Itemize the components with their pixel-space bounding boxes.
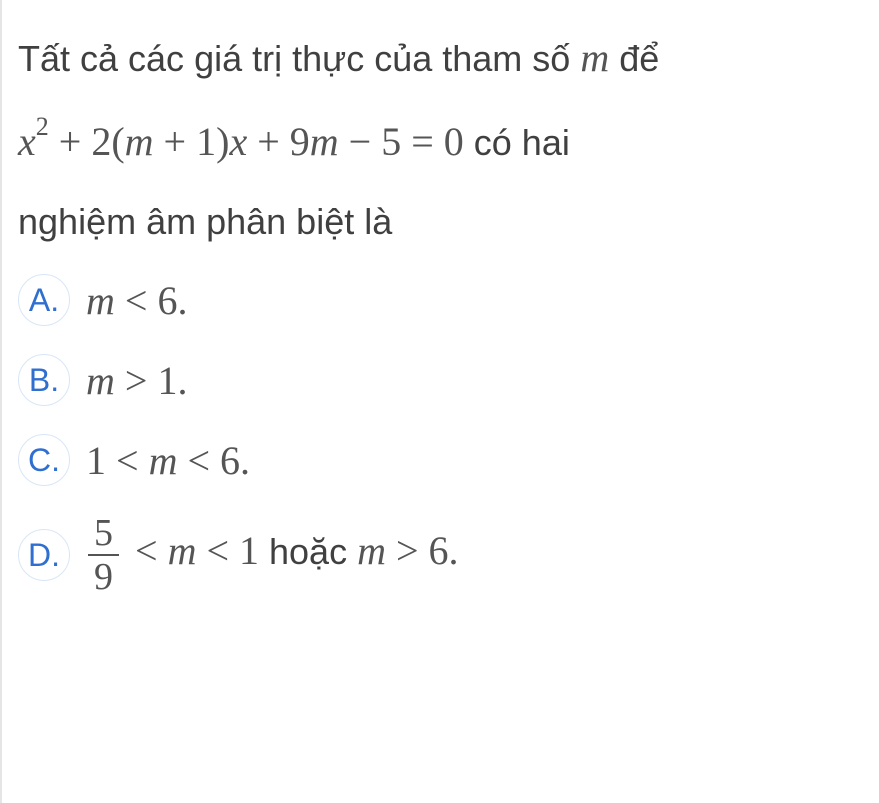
opt-D-frac-den: 9: [88, 556, 119, 596]
eq-m1: m: [125, 119, 154, 164]
q-line1-post: để: [609, 38, 659, 79]
option-A[interactable]: A. m < 6.: [18, 274, 859, 326]
opt-D-var2: m: [357, 529, 386, 574]
opt-C-rel: < 6.: [177, 438, 250, 483]
eq-m2: m: [310, 119, 339, 164]
opt-D-mid1: <: [125, 529, 168, 574]
opt-C-var: m: [149, 438, 178, 483]
option-letter-D: D.: [18, 529, 70, 581]
eq-sans-tail: có hai: [464, 122, 570, 163]
option-letter-B: B.: [18, 354, 70, 406]
eq-sup: 2: [36, 112, 49, 141]
opt-D-sans: hoặc: [259, 532, 357, 573]
option-letter-C: C.: [18, 434, 70, 486]
q-line1-var-m: m: [580, 35, 609, 80]
question-line-3: nghiệm âm phân biệt là: [18, 188, 859, 256]
opt-D-frac-num: 5: [88, 514, 119, 556]
option-B-content: m > 1.: [86, 357, 187, 404]
options-list: A. m < 6. B. m > 1. C. 1 < m < 6. D. 5 9: [18, 274, 859, 596]
eq-p3: + 9: [247, 119, 310, 164]
opt-D-mid2: < 1: [196, 529, 259, 574]
opt-C-pre: 1 <: [86, 438, 149, 483]
option-C-content: 1 < m < 6.: [86, 437, 250, 484]
opt-D-frac: 5 9: [88, 514, 119, 596]
option-A-content: m < 6.: [86, 277, 187, 324]
opt-B-var: m: [86, 358, 115, 403]
opt-A-rel: < 6.: [115, 278, 188, 323]
option-C[interactable]: C. 1 < m < 6.: [18, 434, 859, 486]
option-D[interactable]: D. 5 9 < m < 1 hoặc m > 6.: [18, 514, 859, 596]
option-D-content: 5 9 < m < 1 hoặc m > 6.: [86, 514, 459, 596]
question-line-1: Tất cả các giá trị thực của tham số m để: [18, 20, 859, 96]
eq-p1: + 2(: [49, 119, 125, 164]
question-container: Tất cả các giá trị thực của tham số m để…: [0, 0, 879, 803]
option-letter-A: A.: [18, 274, 70, 326]
equation-line: x2 + 2(m + 1)x + 9m − 5 = 0 có hai: [18, 104, 859, 180]
eq-x2: x: [229, 119, 247, 164]
option-B[interactable]: B. m > 1.: [18, 354, 859, 406]
opt-D-tail: > 6.: [386, 529, 459, 574]
q-line1-pre: Tất cả các giá trị thực của tham số: [18, 38, 580, 79]
opt-B-rel: > 1.: [115, 358, 188, 403]
opt-A-var: m: [86, 278, 115, 323]
opt-D-var1: m: [168, 529, 197, 574]
eq-tail: − 5 = 0: [339, 119, 464, 164]
eq-p2: + 1): [154, 119, 230, 164]
eq-x1: x: [18, 119, 36, 164]
